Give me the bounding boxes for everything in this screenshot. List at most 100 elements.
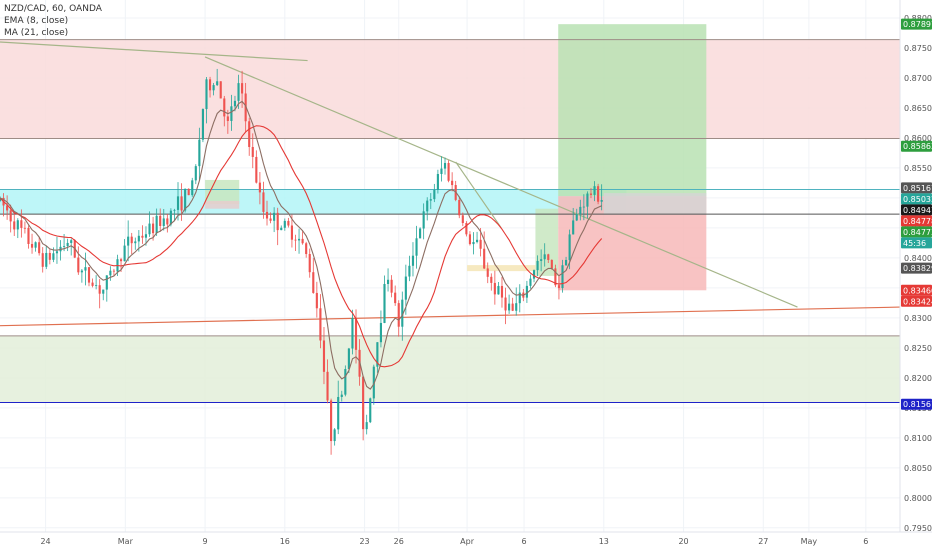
candle-body	[45, 252, 48, 267]
candle-body	[123, 245, 126, 262]
candle-body	[20, 220, 23, 228]
price-tag-bg	[901, 284, 932, 296]
candle-body	[187, 188, 190, 196]
price-tag-bg	[901, 215, 932, 227]
candle-body	[483, 248, 486, 269]
legend-ma[interactable]: MA (21, close)	[4, 28, 69, 38]
candle-body	[511, 303, 514, 311]
candle-body	[294, 239, 297, 241]
candle-body	[532, 270, 536, 279]
candle-body	[436, 173, 439, 190]
candle-body	[144, 234, 148, 238]
candle-body	[543, 254, 546, 260]
candle-body	[458, 199, 461, 216]
candle-body	[208, 79, 212, 91]
x-tick-label: 20	[678, 537, 688, 546]
ema-line	[0, 100, 602, 390]
price-tag: 0.83424	[901, 295, 932, 307]
candle-body	[102, 289, 105, 294]
y-tick-label: 0.88000	[904, 14, 932, 23]
legend-ema[interactable]: EMA (8, close)	[4, 16, 69, 26]
candle-body	[27, 227, 30, 244]
candle-body	[369, 398, 372, 423]
candle-body	[415, 238, 418, 256]
candle-body	[465, 223, 468, 235]
candle-body	[127, 236, 130, 246]
price-tag: 0.85032	[901, 193, 932, 205]
candle-body	[518, 292, 521, 304]
x-tick-label: 26	[394, 537, 404, 546]
zone-box	[205, 179, 240, 204]
candle-body	[451, 180, 454, 186]
candle-body	[30, 243, 34, 248]
candle-body	[216, 81, 219, 86]
candle-body	[273, 212, 276, 221]
candle-body	[265, 211, 269, 219]
candle-body	[582, 206, 585, 208]
candle-body	[486, 268, 489, 277]
candle-body	[550, 259, 553, 269]
candle-body	[337, 396, 340, 430]
candle-body	[344, 369, 347, 395]
candle-body	[589, 193, 593, 195]
price-tag-bg	[901, 182, 932, 194]
price-tag-bg	[901, 193, 932, 205]
price-tag-bg	[901, 18, 932, 30]
candle-body	[326, 371, 329, 401]
candle-body	[176, 196, 180, 210]
candle-body	[276, 212, 279, 231]
candle-body	[77, 257, 80, 273]
candle-body	[255, 156, 258, 183]
candle-body	[38, 242, 41, 254]
candle-body	[137, 235, 140, 242]
candle-body	[169, 210, 172, 225]
candle-body	[237, 83, 240, 101]
candle-body	[152, 223, 155, 234]
candle-body	[408, 265, 411, 277]
x-tick-label: 24	[40, 537, 50, 546]
price-tag-bg	[901, 262, 932, 274]
candle-body	[493, 282, 496, 295]
candle-body	[593, 186, 596, 195]
x-tick-label: May	[801, 537, 818, 546]
price-tag-label: 0.87897	[903, 20, 932, 29]
price-tag: 0.87897	[901, 18, 932, 30]
candle-body	[95, 285, 98, 286]
candle-body	[394, 292, 397, 304]
candle-body	[130, 236, 133, 244]
zone-box	[535, 208, 559, 276]
trendline	[204, 56, 798, 308]
candle-body	[184, 188, 187, 211]
price-tag-bg	[901, 204, 932, 216]
candle-body	[376, 342, 379, 367]
candle-body	[404, 276, 407, 300]
candle-body	[411, 255, 415, 266]
candle-body	[312, 272, 315, 293]
candle-body	[233, 100, 237, 107]
trendline	[0, 306, 901, 327]
candle-body	[422, 211, 425, 229]
candle-body	[426, 200, 429, 212]
price-tag-label: 0.83829	[903, 264, 932, 273]
candle-body	[66, 242, 69, 247]
candle-body	[479, 239, 482, 249]
candle-body	[330, 400, 333, 442]
trendline	[455, 161, 502, 229]
price-tag: 0.83829	[901, 262, 932, 274]
candle-body	[148, 223, 151, 235]
candle-body	[226, 116, 229, 121]
candle-body	[579, 206, 582, 215]
candle-body	[223, 98, 226, 117]
legend-symbol[interactable]: NZD/CAD, 60, OANDA	[4, 4, 102, 14]
ma-line	[0, 125, 603, 368]
candle-body	[0, 197, 2, 201]
candle-body	[287, 220, 290, 226]
candle-body	[597, 186, 600, 202]
x-tick-label: 27	[758, 537, 768, 546]
